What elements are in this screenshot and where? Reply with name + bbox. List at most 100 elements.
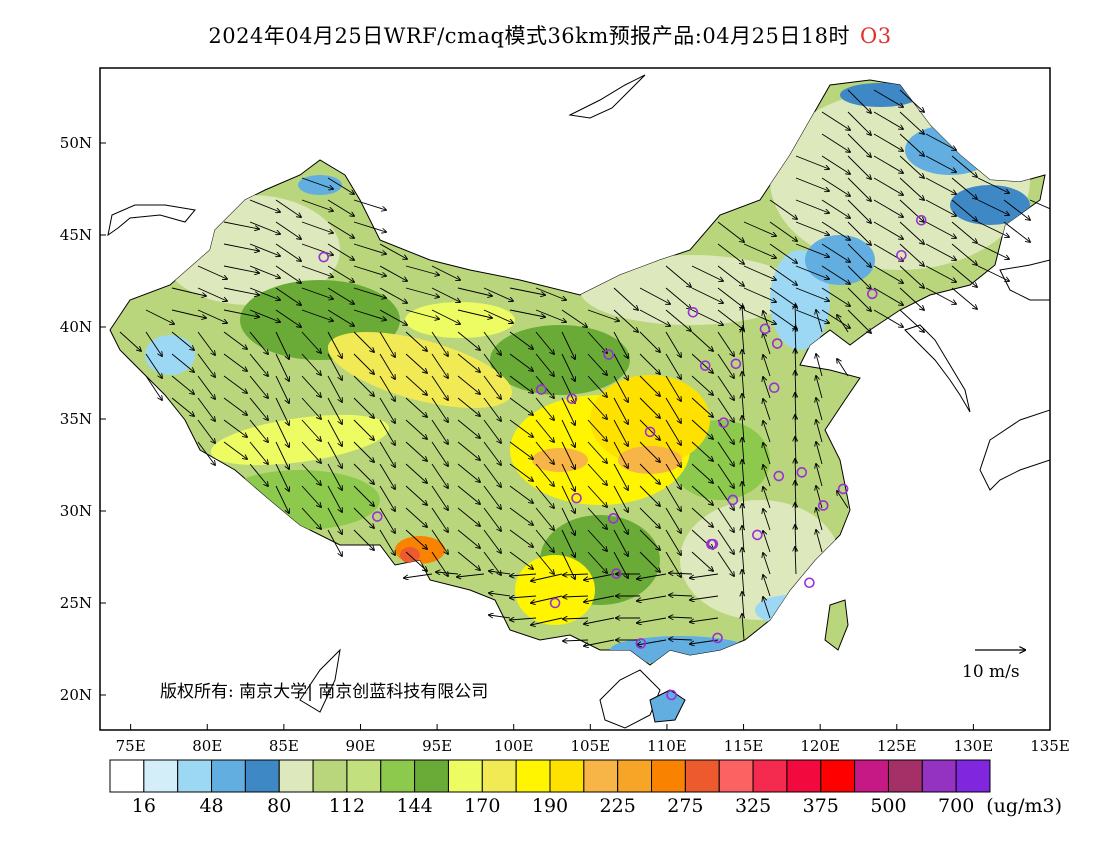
wind-arrow: [483, 331, 501, 355]
wind-arrow: [637, 595, 667, 601]
city-station-marker: [699, 360, 711, 371]
wind-arrow: [531, 573, 563, 581]
colorbar-label: 112: [329, 795, 365, 817]
wind-arrow: [171, 353, 194, 372]
wind-arrow: [223, 243, 259, 251]
wind-arrow: [457, 397, 480, 416]
wind-arrow: [795, 265, 829, 279]
wind-arrow: [489, 593, 511, 597]
wind-arrow: [301, 309, 333, 321]
wind-arrow: [925, 133, 956, 150]
wind-arrow: [197, 265, 227, 279]
wind-arrow: [431, 375, 448, 400]
wind-arrow: [637, 573, 667, 579]
taiwan-island: [824, 599, 849, 651]
wind-arrow: [639, 419, 660, 440]
wind-arrow: [197, 419, 215, 443]
wind-arrow: [301, 353, 321, 375]
wind-arrow: [301, 243, 333, 255]
wind-arrow: [249, 309, 280, 322]
colorbar-swatch: [177, 759, 213, 793]
wind-arrow: [563, 640, 589, 641]
wind-arrow: [379, 441, 395, 467]
map-axes: 20N 25N 30N 35N 40N 45N 50N 75E 80E 85E 90E 95E 100E…: [60, 134, 1070, 755]
wind-arrow: [763, 509, 771, 531]
wind-arrow: [353, 331, 374, 352]
wind-arrow: [223, 221, 259, 229]
region-yellow-tibet-band: [210, 414, 390, 466]
wind-arrow: [691, 529, 713, 549]
wind-arrow: [763, 487, 771, 509]
wind-arrow: [821, 287, 850, 306]
wind-arrow: [457, 375, 480, 394]
wind-arrow: [665, 441, 681, 467]
wind-arrow: [561, 507, 575, 535]
wind-arrow: [587, 529, 607, 551]
wind-arrow: [327, 199, 354, 216]
colorbar-label: 80: [267, 795, 291, 817]
wind-arrow: [145, 375, 162, 400]
wind-arrow: [327, 287, 354, 304]
wind-arrow: [275, 441, 289, 469]
wind-arrow: [197, 441, 215, 465]
colorbar-label: 275: [667, 795, 703, 817]
wind-arrow: [405, 353, 427, 373]
wind-arrow: [379, 287, 407, 303]
wind-arrow: [431, 419, 448, 444]
wind-arrow: [847, 309, 871, 333]
wind-arrow: [639, 551, 660, 572]
wind-arrow: [743, 265, 776, 280]
wind-arrow: [795, 287, 829, 301]
wind-arrow: [899, 89, 924, 112]
wind-arrow: [353, 441, 374, 462]
wind-arrow: [763, 465, 771, 487]
wind-arrow: [639, 507, 660, 528]
city-station-marker: [535, 384, 547, 395]
wind-arrow: [249, 221, 280, 234]
wind-arrow: [717, 463, 734, 488]
city-station-marker: [752, 529, 763, 541]
wind-arrow: [717, 397, 734, 422]
wind-arrow: [742, 614, 744, 641]
city-station-marker: [608, 513, 619, 524]
wind-arrow: [769, 221, 797, 241]
lat-tick-label: 20N: [60, 686, 92, 704]
wind-arrow: [171, 309, 206, 318]
wind-arrow: [925, 221, 956, 238]
wind-arrow: [951, 265, 977, 287]
colorbar-swatch: [651, 759, 686, 793]
wind-arrow: [535, 331, 554, 354]
wind-arrow: [353, 221, 386, 232]
wind-arrow: [405, 265, 439, 275]
wind-arrow: [509, 309, 545, 317]
city-station-marker: [372, 511, 383, 522]
wind-arrow: [431, 529, 448, 554]
wind-arrow: [899, 265, 924, 288]
wind-arrow: [509, 551, 533, 569]
wind-arrow: [327, 397, 342, 424]
wind-arrow: [925, 177, 956, 194]
wind-arrow: [457, 529, 480, 548]
wind-arrow: [353, 507, 374, 528]
wind-arrow: [691, 265, 723, 281]
colorbar-swatch: [481, 759, 517, 793]
city-station-marker: [666, 689, 677, 701]
wind-arrow: [1029, 199, 1050, 210]
wind-arrow: [613, 375, 628, 402]
colorbar-label: 500: [870, 795, 906, 817]
lon-tick-label: 115E: [724, 737, 764, 755]
wind-arrow: [223, 419, 247, 437]
wind-arrow: [847, 265, 871, 289]
wind-arrow: [171, 331, 194, 350]
colorbar-swatch: [278, 759, 314, 793]
wind-arrow: [405, 397, 427, 417]
wind-arrow: [977, 199, 1009, 215]
wind-arrow: [873, 221, 903, 239]
wind-arrow: [763, 443, 771, 465]
city-station-marker: [915, 214, 927, 226]
wind-arrow: [223, 353, 247, 371]
wind-arrow: [717, 551, 734, 576]
wind-arrow: [301, 507, 321, 529]
wind-arrow: [483, 397, 501, 421]
